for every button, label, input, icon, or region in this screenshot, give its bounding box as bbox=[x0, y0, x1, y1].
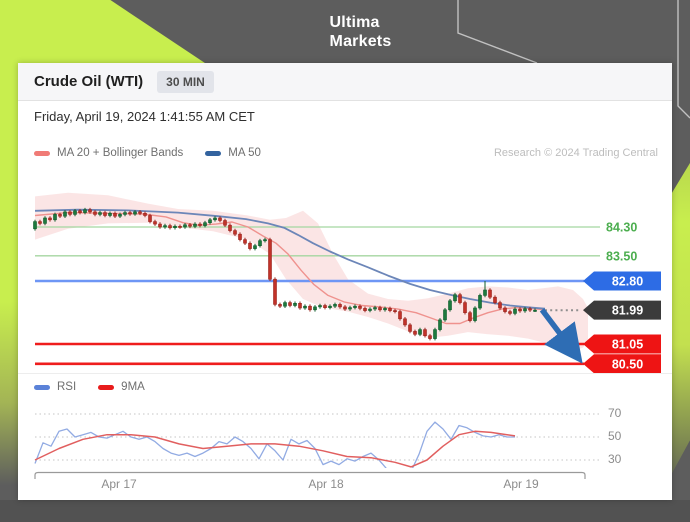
ma50-legend-swatch bbox=[205, 150, 222, 156]
nine-ma-legend-label: 9MA bbox=[121, 381, 145, 393]
rsi-legend-swatch bbox=[34, 384, 50, 390]
price-tag-81.99 bbox=[583, 300, 661, 320]
footer-band bbox=[0, 500, 690, 522]
panel-divider bbox=[18, 373, 672, 374]
ma20-legend-label: MA 20 + Bollinger Bands bbox=[57, 147, 184, 159]
brand-logo: Ultima Markets bbox=[0, 0, 690, 63]
lime-wedge-shape bbox=[672, 163, 690, 474]
chart-card: Crude Oil (WTI) 30 MIN Friday, April 19,… bbox=[18, 63, 672, 500]
price-tag-label-81.99: 81.99 bbox=[612, 304, 643, 318]
price-chart: 84.30 83.50 82.80 81.99 81.05 80.50 bbox=[33, 192, 661, 374]
left-accent-stripe bbox=[0, 63, 18, 522]
logo-bar-right bbox=[311, 24, 319, 50]
legend-item-rsi[interactable]: RSI bbox=[34, 381, 76, 393]
price-tag-label-82.80: 82.80 bbox=[612, 275, 643, 289]
right-accent-stripe bbox=[672, 63, 690, 522]
legend-item-ma20-bollinger[interactable]: MA 20 + Bollinger Bands bbox=[34, 147, 183, 159]
timeframe-badge[interactable]: 30 MIN bbox=[157, 70, 214, 93]
brand-name-line1: Ultima bbox=[329, 13, 380, 31]
rsi-legend: RSI 9MA bbox=[34, 381, 658, 393]
logo-bar-left bbox=[299, 14, 307, 39]
chart-timestamp: Friday, April 19, 2024 1:41:55 AM CET bbox=[34, 108, 255, 124]
x-tick-apr19: Apr 19 bbox=[503, 477, 539, 491]
projection-arrow bbox=[539, 308, 583, 364]
brand-logo-icon bbox=[299, 11, 320, 53]
rsi-series-RSI bbox=[34, 421, 515, 468]
legend-item-ma50[interactable]: MA 50 bbox=[205, 147, 261, 159]
level-label-84.30: 84.30 bbox=[606, 221, 637, 235]
price-tag-label-80.50: 80.50 bbox=[612, 357, 643, 371]
header-band bbox=[0, 0, 690, 63]
candles-layer bbox=[33, 207, 537, 341]
bollinger-band-area bbox=[35, 192, 588, 352]
main-chart-legend: MA 20 + Bollinger Bands MA 50 Research ©… bbox=[34, 147, 658, 159]
nine-ma-legend-swatch bbox=[98, 384, 115, 390]
research-credit: Research © 2024 Trading Central bbox=[493, 147, 658, 159]
rsi-tick-50: 50 bbox=[608, 429, 622, 443]
rsi-series-9MA bbox=[34, 430, 516, 468]
ma50-legend-label: MA 50 bbox=[228, 147, 261, 159]
ma20-legend-swatch bbox=[34, 150, 50, 156]
price-tag-80.50 bbox=[583, 354, 661, 374]
brand-name-line2: Markets bbox=[329, 32, 392, 50]
instrument-title: Crude Oil (WTI) bbox=[34, 73, 144, 90]
rsi-tick-70: 70 bbox=[608, 406, 622, 420]
price-tag-82.80 bbox=[583, 271, 661, 291]
card-header: Crude Oil (WTI) 30 MIN bbox=[18, 63, 672, 101]
price-tag-81.05 bbox=[583, 334, 661, 354]
rsi-legend-label: RSI bbox=[57, 381, 77, 393]
price-tag-label-81.05: 81.05 bbox=[612, 338, 643, 352]
legend-item-9ma[interactable]: 9MA bbox=[98, 381, 145, 393]
x-tick-apr18: Apr 18 bbox=[308, 477, 344, 491]
level-label-83.50: 83.50 bbox=[606, 249, 637, 263]
rsi-chart bbox=[34, 413, 600, 468]
x-tick-apr17: Apr 17 bbox=[101, 477, 137, 491]
rsi-tick-30: 30 bbox=[608, 452, 622, 466]
x-axis-line bbox=[34, 471, 586, 479]
